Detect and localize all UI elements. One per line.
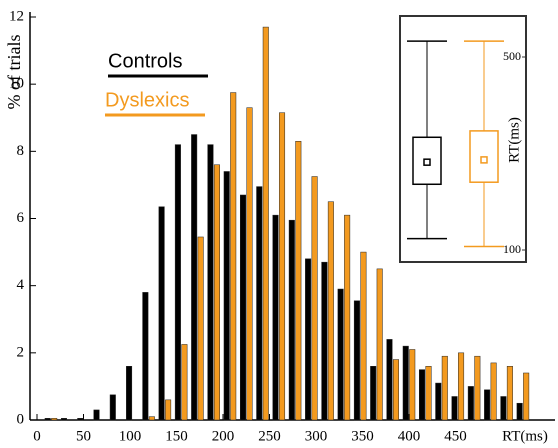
legend-label: Controls [108, 50, 182, 72]
bar [337, 288, 344, 421]
y-axis-label: % of trials [4, 35, 24, 110]
x-tick-label: 400 [398, 428, 421, 444]
bar [51, 418, 58, 421]
bar [441, 355, 448, 421]
bar [376, 268, 383, 421]
y-tick-label: 2 [17, 344, 25, 360]
bar [288, 219, 295, 421]
bar [239, 194, 246, 421]
bar [279, 112, 286, 421]
bar [490, 362, 497, 421]
bar [474, 355, 481, 421]
bar [344, 214, 351, 421]
bar [360, 251, 367, 421]
y-tick-label: 4 [17, 277, 25, 293]
bar [246, 107, 253, 421]
bar [425, 366, 432, 421]
bar [262, 26, 269, 421]
mean-marker [423, 158, 431, 166]
bar [327, 201, 334, 421]
bar [451, 396, 458, 421]
inset-y-tick-label: 500 [503, 49, 521, 63]
bar [230, 92, 237, 421]
y-tick-label: 6 [17, 210, 25, 226]
inset-y-label: RT(ms) [506, 117, 522, 163]
x-tick-label: 250 [258, 428, 281, 444]
bar [181, 344, 188, 421]
x-tick-label: 150 [165, 428, 188, 444]
bar [223, 171, 230, 421]
bar [458, 352, 465, 421]
bar [126, 366, 133, 421]
bar [305, 258, 312, 421]
bar [370, 366, 377, 421]
bar [500, 396, 507, 421]
bar [409, 349, 416, 421]
y-tick-label: 0 [17, 411, 25, 427]
bar [467, 386, 474, 421]
bar [392, 359, 399, 421]
x-tick-label: 50 [76, 428, 91, 444]
bar [353, 300, 360, 421]
bar [295, 141, 302, 421]
y-tick-label: 8 [17, 143, 25, 159]
bar [484, 389, 491, 421]
x-tick-label: 100 [119, 428, 142, 444]
bar [402, 345, 409, 421]
bar [191, 134, 198, 421]
x-tick-label: 300 [305, 428, 328, 444]
x-tick-label: 200 [212, 428, 235, 444]
bar [207, 144, 214, 421]
bar [213, 164, 220, 421]
bar [523, 372, 530, 421]
bar [60, 418, 67, 421]
y-tick-label: 10 [9, 76, 24, 92]
bar [148, 416, 155, 421]
bar [321, 261, 328, 421]
bar [256, 186, 263, 421]
bar [272, 214, 279, 421]
bar [197, 236, 204, 421]
x-tick-label: 350 [351, 428, 374, 444]
inset-y-tick-label: 100 [503, 242, 521, 256]
bar [516, 402, 523, 421]
x-axis-label: RT(ms) [502, 428, 548, 444]
bar [506, 366, 513, 421]
bar [44, 418, 51, 421]
mean-marker [480, 156, 488, 164]
bar [174, 144, 181, 421]
y-tick-label: 12 [9, 8, 24, 24]
bar [311, 176, 318, 421]
x-tick-label: 450 [444, 428, 467, 444]
bar [77, 418, 84, 421]
bar [158, 206, 165, 421]
legend-label: Dyslexics [105, 89, 189, 111]
bar [386, 339, 393, 421]
bar [435, 382, 442, 421]
bar [109, 394, 116, 421]
bar [142, 292, 149, 421]
x-tick-label: 0 [33, 428, 41, 444]
bar [165, 399, 172, 421]
bar [93, 409, 100, 421]
bar [419, 369, 426, 421]
